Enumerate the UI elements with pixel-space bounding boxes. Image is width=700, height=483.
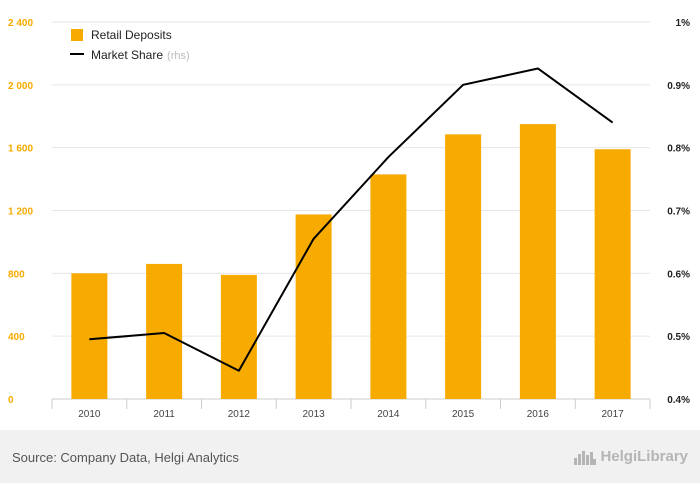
logo-text: HelgiLibrary xyxy=(600,448,688,465)
y-tick-right: 0.9% xyxy=(667,81,690,92)
y-tick-right: 0.6% xyxy=(667,269,690,280)
city-skyline-icon xyxy=(574,450,597,465)
x-tick-label: 2012 xyxy=(228,409,251,420)
y-tick-right: 1% xyxy=(676,18,691,29)
bar-2015 xyxy=(445,134,482,400)
bar-2014 xyxy=(370,174,407,399)
y-tick-left: 400 xyxy=(8,332,25,343)
legend-label-retail-deposits: Retail Deposits xyxy=(91,28,172,42)
x-tick-label: 2014 xyxy=(377,409,400,420)
y-tick-left: 2 400 xyxy=(8,18,33,29)
bar-2017 xyxy=(594,149,631,399)
y-axis-left: 0 400 800 1 200 1 600 2 000 2 400 xyxy=(8,18,33,406)
source-note: Source: Company Data, Helgi Analytics xyxy=(12,450,239,465)
x-tick-label: 2013 xyxy=(303,409,326,420)
y-tick-right: 0.7% xyxy=(667,207,690,218)
x-axis: 2010 2011 2012 2013 2014 2015 2016 2017 xyxy=(51,399,651,420)
y-tick-left: 1 200 xyxy=(8,207,33,218)
y-tick-right: 0.5% xyxy=(667,332,690,343)
bar-2011 xyxy=(146,263,183,399)
y-tick-left: 0 xyxy=(8,395,14,406)
helgi-library-logo: HelgiLibrary xyxy=(574,448,688,465)
y-axis-right: 0.4% 0.5% 0.6% 0.7% 0.8% 0.9% 1% xyxy=(667,18,690,406)
x-tick-label: 2010 xyxy=(78,409,101,420)
bar-series xyxy=(71,124,631,400)
grid-lines xyxy=(52,21,650,400)
y-tick-left: 800 xyxy=(8,269,25,280)
x-tick-label: 2017 xyxy=(602,409,625,420)
legend-swatch-retail-deposits xyxy=(71,29,83,41)
x-tick-label: 2011 xyxy=(153,409,175,420)
market-share-line xyxy=(89,67,614,372)
legend-label-market-share: Market Share (rhs) xyxy=(91,48,190,62)
bar-2010 xyxy=(71,273,108,399)
bar-2013 xyxy=(295,214,332,399)
legend-label-market-share-text: Market Share xyxy=(91,48,163,62)
chart: 2010 2011 2012 2013 2014 2015 2016 2017 0 400 800… xyxy=(8,18,690,420)
legend: Retail Deposits Market Share (rhs) xyxy=(70,28,190,62)
x-tick-label: 2015 xyxy=(452,409,475,420)
legend-rhs-note: (rhs) xyxy=(167,50,190,62)
footer: Source: Company Data, Helgi Analytics He… xyxy=(0,430,700,483)
y-tick-left: 2 000 xyxy=(8,81,33,92)
bar-2012 xyxy=(220,274,257,399)
y-tick-right: 0.4% xyxy=(667,395,690,406)
y-tick-left: 1 600 xyxy=(8,144,33,155)
x-tick-label: 2016 xyxy=(527,409,550,420)
y-tick-right: 0.8% xyxy=(667,144,690,155)
bar-2016 xyxy=(519,124,556,400)
line-series xyxy=(89,67,614,372)
